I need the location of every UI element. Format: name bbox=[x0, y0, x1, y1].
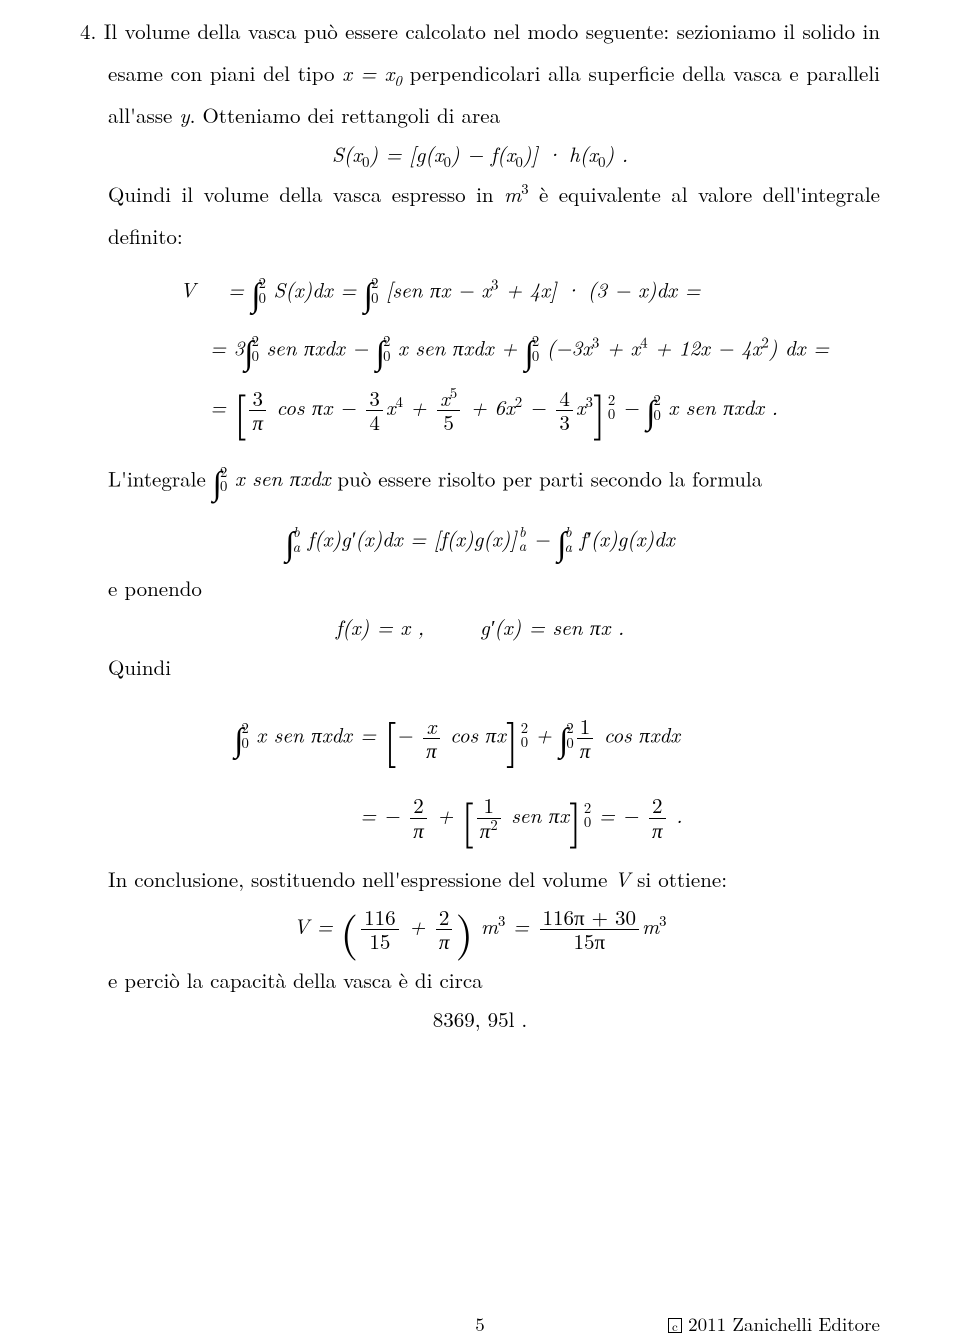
eq-line-B: = 3∫20 sen πxdx − ∫20 x sen πxdx + ∫20 (… bbox=[80, 329, 880, 373]
capacity-value: 8369, 95l . bbox=[80, 1007, 880, 1032]
paragraph-3: L'integrale ∫20 x sen πxdx può essere ri… bbox=[80, 448, 880, 515]
paragraph-2: Quindi il volume della vasca espresso in… bbox=[80, 173, 880, 257]
copyright-icon: c bbox=[668, 1318, 682, 1333]
intro-text-3: . Otteniamo dei rettangoli di area bbox=[190, 100, 500, 130]
e-ponendo: e ponendo bbox=[80, 567, 880, 609]
eq-block-q: ∫20 x sen πxdx = [− xπ cos πx]20 + ∫201π… bbox=[80, 698, 880, 847]
capacity-line: e perciò la capacità della vasca è di ci… bbox=[80, 959, 880, 1001]
eq-line-A: V = ∫20 S(x)dx = ∫20 [sen πx − x3 + 4x] … bbox=[80, 271, 880, 315]
paragraph-intro: 4. Il volume della vasca può essere calc… bbox=[80, 10, 880, 136]
eq-line-C: = [3π cos πx − 34x4 + x55 + 6x2 − 43x3]2… bbox=[80, 387, 880, 434]
copyright: c 2011 Zanichelli Editore bbox=[668, 1305, 880, 1343]
eq-parts: ∫ba f(x)g′(x)dx = [f(x)g(x)]ba − ∫ba f′(… bbox=[80, 521, 880, 561]
conclusion-line: In conclusione, sostituendo nell'espress… bbox=[80, 858, 880, 900]
equation-S: S(x0) = [g(x0) − f(x0)] · h(x0) . bbox=[80, 142, 880, 167]
eq-V-result: V = (11615 + 2π) m3 = 116π + 3015πm3 bbox=[80, 906, 880, 953]
quindi-line: Quindi bbox=[80, 646, 880, 688]
math-inline: x = x0 bbox=[342, 58, 402, 88]
math-inline-y: y bbox=[179, 100, 189, 130]
eq-fg-choice: f(x) = x , g′(x) = sen πx . bbox=[80, 615, 880, 640]
item-number: 4. bbox=[80, 16, 96, 46]
page-container: 4. Il volume della vasca può essere calc… bbox=[0, 0, 960, 1325]
